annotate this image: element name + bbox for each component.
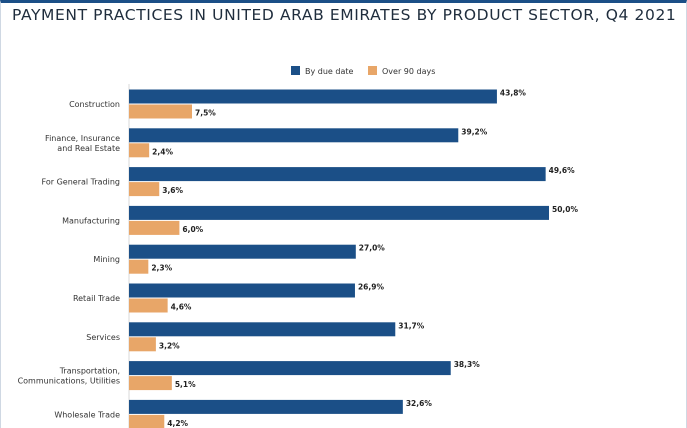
bar-by-due-date-finance-insurance-and-real-estate: [129, 128, 459, 143]
value-label-by-due-date-retail-trade: 26,9%: [358, 283, 385, 292]
category-label-services: Services: [86, 333, 120, 342]
bar-over-90-days-services: [129, 337, 156, 352]
bar-over-90-days-transportation-communications-utilities: [129, 376, 172, 391]
category-label-wholesale-trade: Wholesale Trade: [54, 410, 120, 419]
value-label-over-90-days-finance-insurance-and-real-estate: 2,4%: [152, 147, 173, 156]
bar-over-90-days-for-general-trading: [129, 182, 160, 197]
bar-by-due-date-retail-trade: [129, 283, 355, 298]
bar-over-90-days-finance-insurance-and-real-estate: [129, 143, 150, 158]
value-label-over-90-days-wholesale-trade: 4,2%: [167, 419, 188, 428]
bar-by-due-date-transportation-communications-utilities: [129, 361, 451, 376]
bar-by-due-date-services: [129, 322, 396, 337]
category-label-construction: Construction: [69, 100, 120, 109]
bar-by-due-date-wholesale-trade: [129, 399, 403, 414]
legend-swatch-by-due-date: [291, 66, 300, 75]
category-label-retail-trade: Retail Trade: [73, 294, 120, 303]
value-label-over-90-days-mining: 2,3%: [151, 264, 172, 273]
value-label-by-due-date-transportation-communications-utilities: 38,3%: [454, 360, 481, 369]
value-label-by-due-date-for-general-trading: 49,6%: [549, 166, 576, 175]
value-label-over-90-days-services: 3,2%: [159, 341, 180, 350]
value-label-by-due-date-construction: 43,8%: [500, 89, 527, 98]
value-label-by-due-date-mining: 27,0%: [359, 244, 386, 253]
bar-over-90-days-wholesale-trade: [129, 414, 165, 428]
category-label-finance-insurance-and-real-estate: Finance, Insurance and Real Estate: [45, 134, 120, 153]
bar-by-due-date-mining: [129, 244, 356, 259]
category-label-mining: Mining: [93, 255, 120, 264]
category-label-for-general-trading: For General Trading: [42, 178, 120, 187]
bar-over-90-days-manufacturing: [129, 220, 180, 235]
value-label-by-due-date-wholesale-trade: 32,6%: [406, 399, 433, 408]
bar-over-90-days-mining: [129, 259, 149, 274]
value-label-over-90-days-manufacturing: 6,0%: [182, 225, 203, 234]
bar-by-due-date-construction: [129, 89, 497, 104]
value-label-over-90-days-retail-trade: 4,6%: [171, 303, 192, 312]
bar-over-90-days-retail-trade: [129, 298, 168, 313]
value-label-over-90-days-transportation-communications-utilities: 5,1%: [175, 380, 196, 389]
chart-title: PAYMENT PRACTICES IN UNITED ARAB EMIRATE…: [12, 6, 677, 24]
category-label-transportation-communications-utilities: Transportation, Communications, Utilities: [18, 367, 120, 386]
value-label-by-due-date-services: 31,7%: [398, 321, 425, 330]
legend-swatch-over-90-days: [368, 66, 377, 75]
bar-by-due-date-manufacturing: [129, 205, 549, 220]
bar-over-90-days-construction: [129, 104, 192, 119]
value-label-over-90-days-for-general-trading: 3,6%: [162, 186, 183, 195]
legend-label-by-due-date: By due date: [305, 67, 353, 76]
bar-by-due-date-for-general-trading: [129, 167, 546, 182]
legend-label-over-90-days: Over 90 days: [382, 67, 435, 76]
value-label-over-90-days-construction: 7,5%: [195, 109, 216, 118]
category-label-manufacturing: Manufacturing: [62, 216, 120, 225]
value-label-by-due-date-finance-insurance-and-real-estate: 39,2%: [461, 127, 488, 136]
value-label-by-due-date-manufacturing: 50,0%: [552, 205, 579, 214]
